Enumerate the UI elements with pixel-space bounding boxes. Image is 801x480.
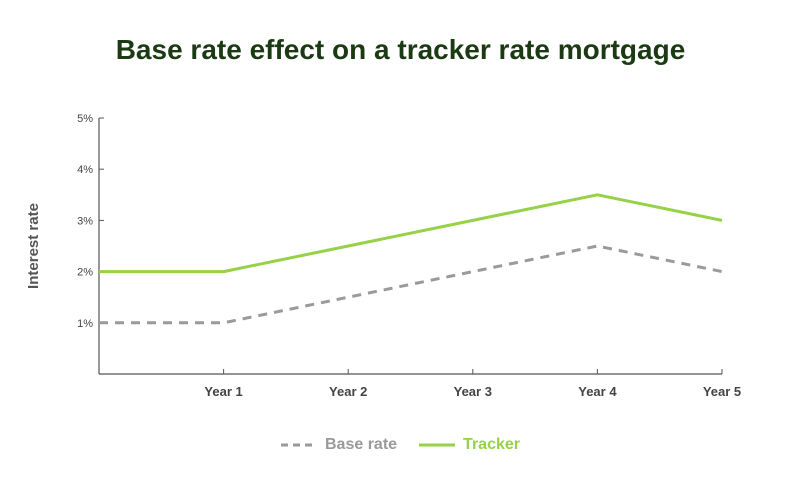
legend-label-tracker: Tracker [463,436,520,453]
legend-swatch-base-rate [281,442,317,448]
x-tick-label: Year 5 [703,384,741,399]
series-line-base-rate [99,244,723,325]
legend-label-base-rate: Base rate [325,436,398,453]
y-tick-label: 5% [77,113,93,125]
chart-title: Base rate effect on a tracker rate mortg… [115,34,686,65]
y-tick-label: 2% [77,267,93,279]
series-line-tracker [99,193,723,274]
y-tick-label: 1% [77,318,93,330]
x-tick-label: Year 1 [204,384,242,399]
legend-swatch-tracker [419,442,456,448]
chart-series [99,193,723,325]
chart-axes [98,118,722,375]
x-tick-label: Year 2 [329,384,367,399]
chart-legend: Base rate Tracker [0,436,801,454]
y-tick-label: 4% [77,164,93,176]
legend-item-base-rate: Base rate [281,436,397,454]
y-axis-label: Interest rate [25,203,42,289]
y-tick-label: 3% [77,215,93,227]
legend-item-tracker: Tracker [419,436,520,454]
x-ticks: Year 1 Year 2 Year 3 Year 4 Year 5 [204,369,741,399]
y-ticks: 1% 2% 3% 4% 5% [77,113,104,330]
x-tick-label: Year 3 [454,384,492,399]
x-tick-label: Year 4 [578,384,617,399]
